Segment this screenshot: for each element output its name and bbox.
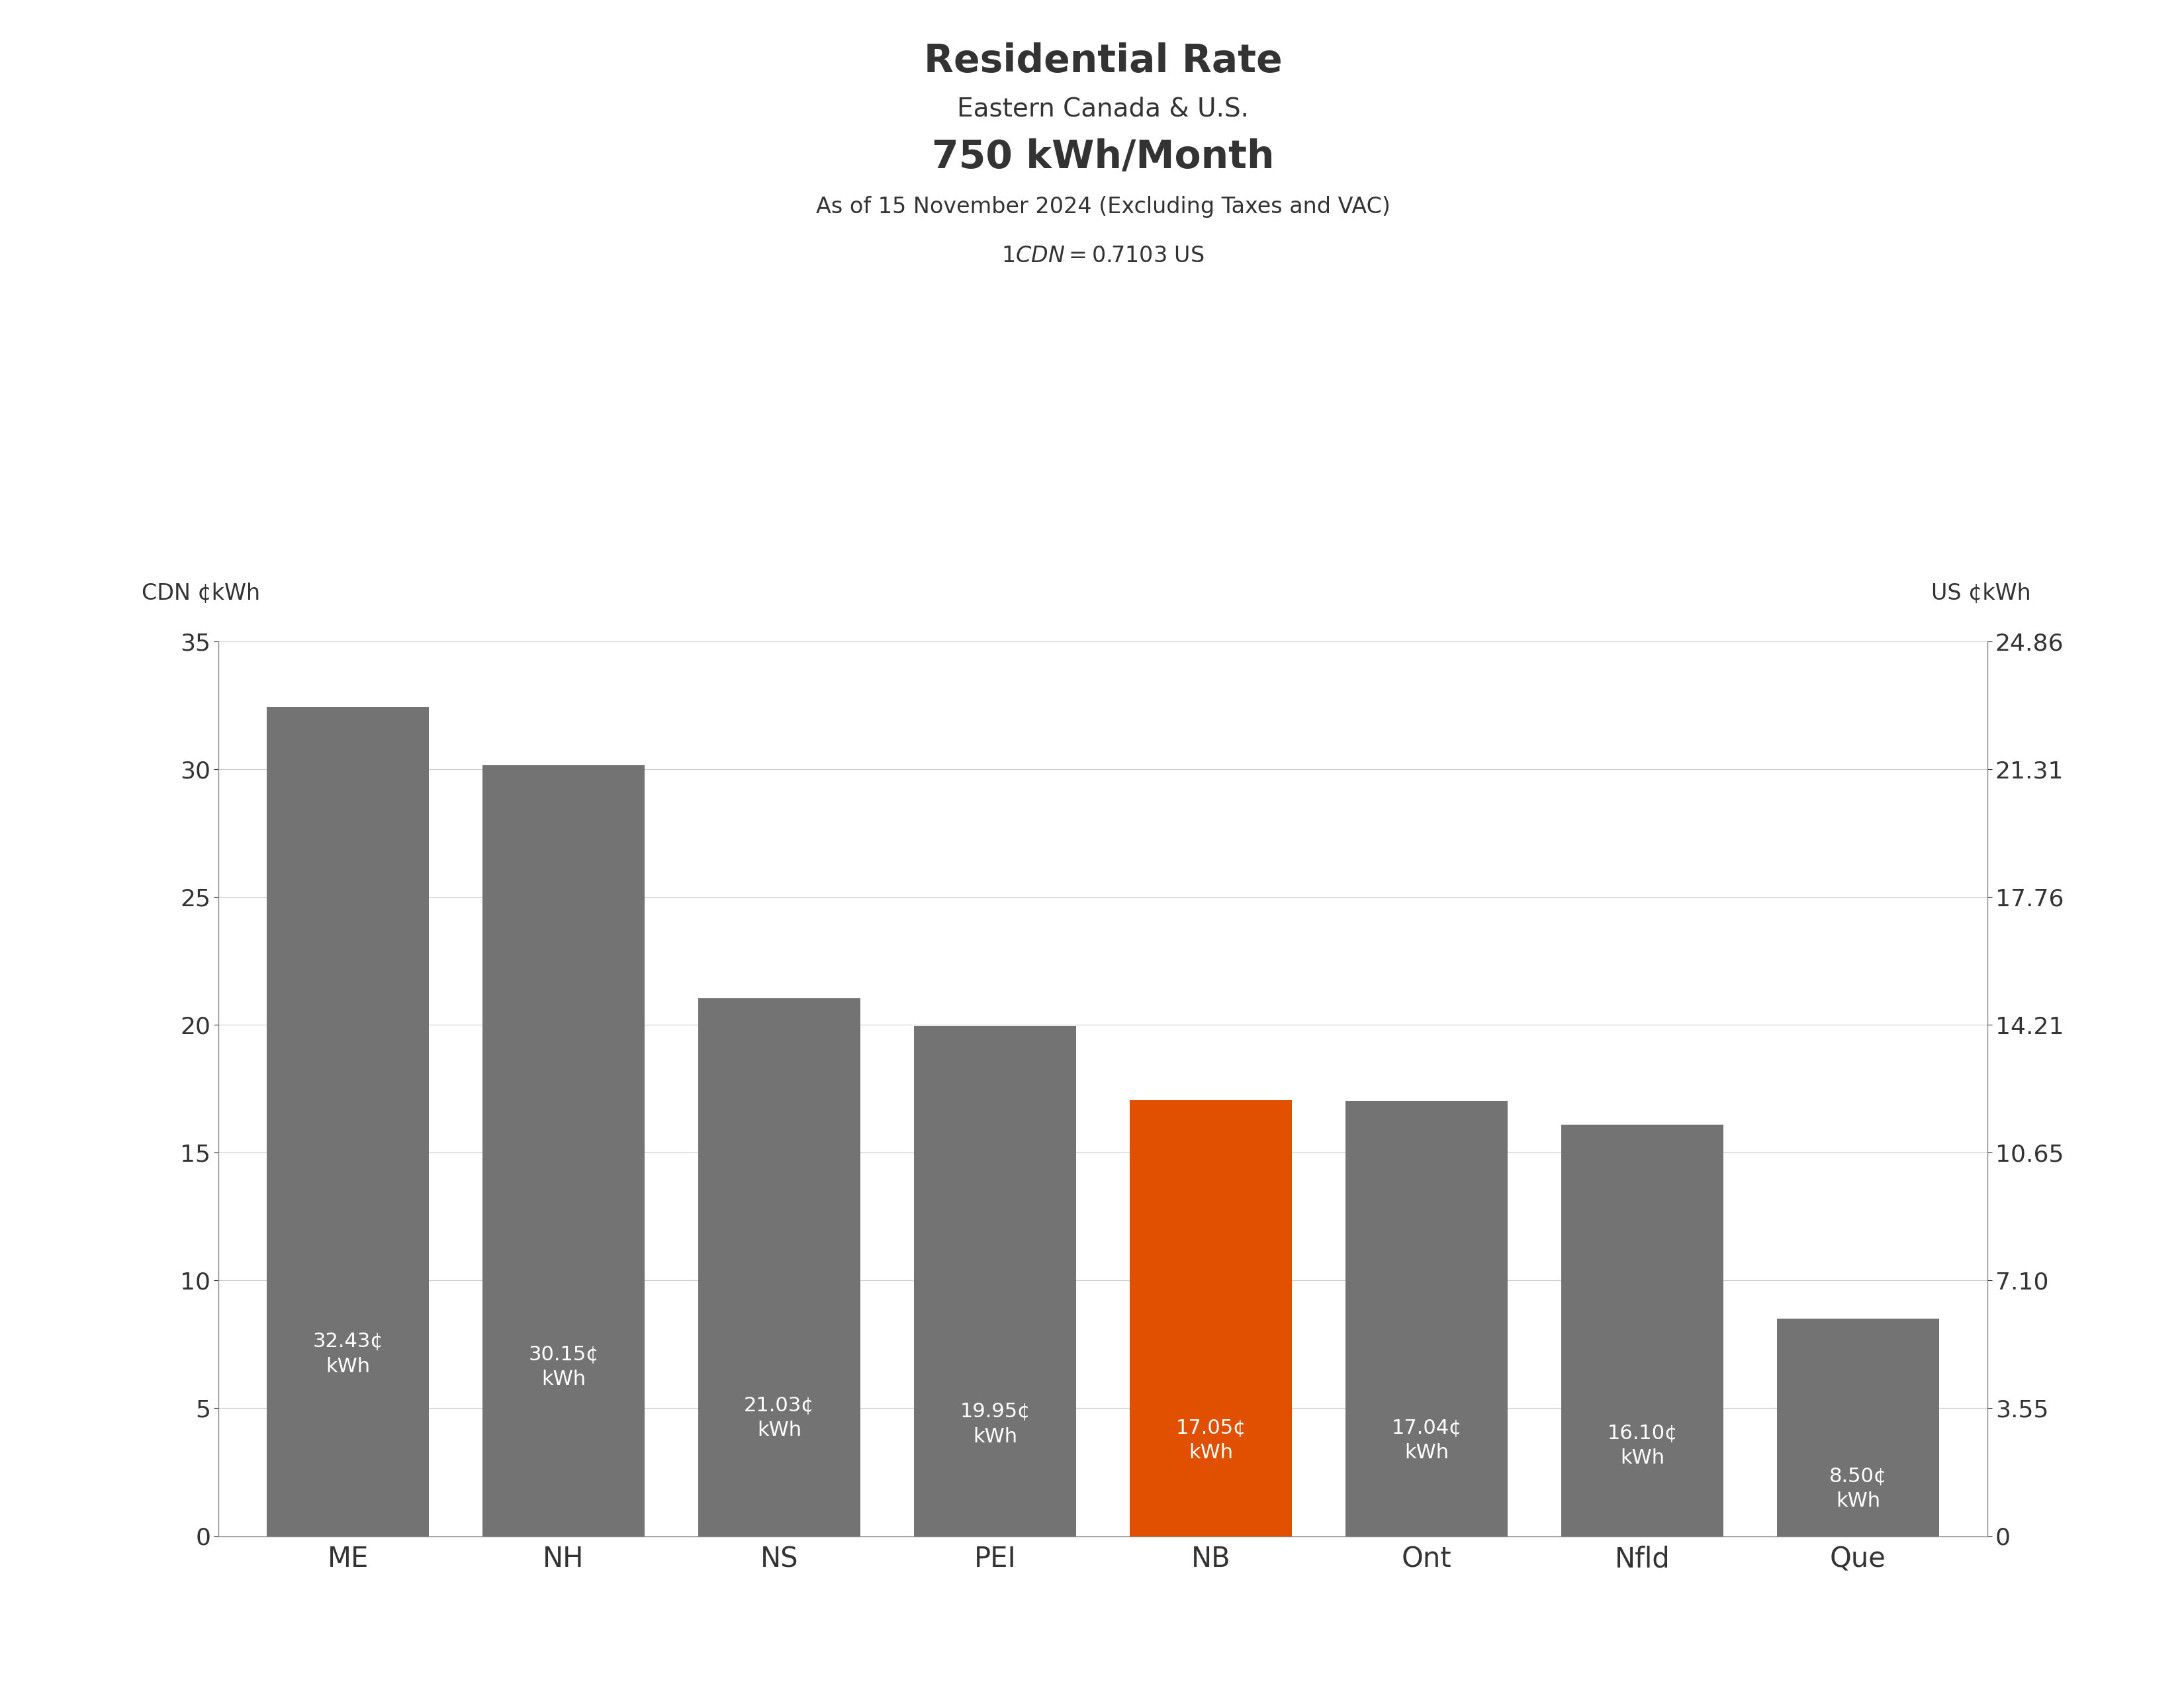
Bar xyxy=(915,1026,1077,1536)
Text: As of 15 November 2024 (Excluding Taxes and VAC): As of 15 November 2024 (Excluding Taxes … xyxy=(817,196,1389,218)
Text: 21.03¢
kWh: 21.03¢ kWh xyxy=(745,1396,815,1440)
Text: 30.15¢
kWh: 30.15¢ kWh xyxy=(529,1344,598,1389)
Bar xyxy=(483,765,644,1536)
Text: CDN ¢kWh: CDN ¢kWh xyxy=(142,582,260,604)
Text: $1 CDN = $0.7103 US: $1 CDN = $0.7103 US xyxy=(1002,245,1203,267)
Bar xyxy=(1562,1124,1723,1536)
Text: 17.05¢
kWh: 17.05¢ kWh xyxy=(1175,1418,1247,1462)
Text: Residential Rate: Residential Rate xyxy=(924,42,1282,79)
Text: Eastern Canada & U.S.: Eastern Canada & U.S. xyxy=(957,96,1249,122)
Text: 17.04¢
kWh: 17.04¢ kWh xyxy=(1391,1418,1461,1462)
Text: 750 kWh/Month: 750 kWh/Month xyxy=(933,138,1273,176)
Bar xyxy=(699,999,860,1536)
Bar xyxy=(1778,1318,1939,1536)
Bar xyxy=(266,707,428,1536)
Text: 16.10¢
kWh: 16.10¢ kWh xyxy=(1607,1423,1677,1469)
Text: US ¢kWh: US ¢kWh xyxy=(1931,582,2031,604)
Text: 8.50¢
kWh: 8.50¢ kWh xyxy=(1830,1467,1887,1511)
Bar xyxy=(1129,1101,1291,1536)
Bar xyxy=(1345,1101,1507,1536)
Text: 19.95¢
kWh: 19.95¢ kWh xyxy=(959,1401,1031,1447)
Text: 32.43¢
kWh: 32.43¢ kWh xyxy=(312,1332,382,1376)
